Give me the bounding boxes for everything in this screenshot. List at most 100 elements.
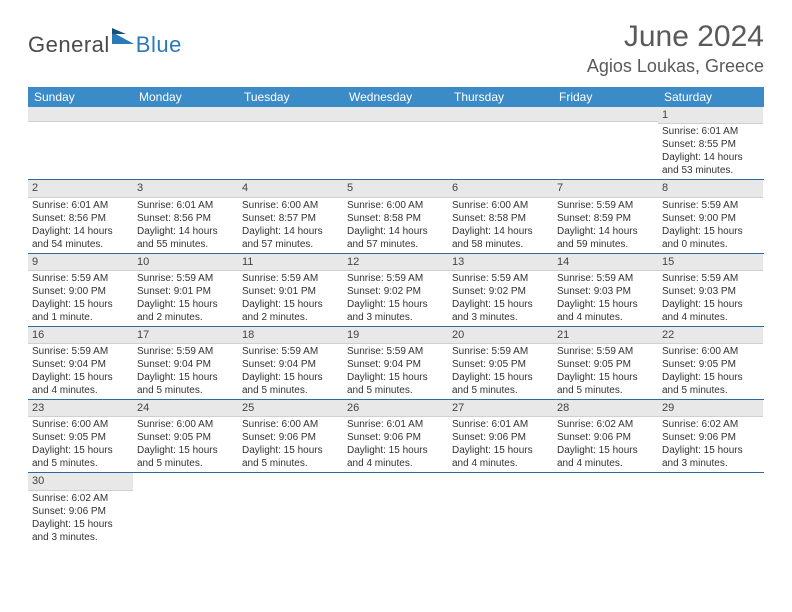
sunset-text: Sunset: 9:05 PM — [557, 358, 654, 371]
day-content: Sunrise: 5:59 AMSunset: 8:59 PMDaylight:… — [553, 198, 658, 253]
daylight-text: Daylight: 15 hours and 4 minutes. — [557, 444, 654, 470]
day-number: 11 — [238, 254, 343, 271]
daylight-text: Daylight: 15 hours and 3 minutes. — [347, 298, 444, 324]
day-content: Sunrise: 5:59 AMSunset: 9:01 PMDaylight:… — [238, 271, 343, 326]
sunset-text: Sunset: 8:56 PM — [137, 212, 234, 225]
daylight-text: Daylight: 15 hours and 4 minutes. — [347, 444, 444, 470]
location: Agios Loukas, Greece — [587, 56, 764, 77]
week-row: 9Sunrise: 5:59 AMSunset: 9:00 PMDaylight… — [28, 254, 764, 327]
weekday-header: Saturday — [658, 87, 763, 107]
daylight-text: Daylight: 14 hours and 58 minutes. — [452, 225, 549, 251]
sunrise-text: Sunrise: 6:00 AM — [242, 418, 339, 431]
day-cell — [553, 473, 658, 545]
day-content: Sunrise: 5:59 AMSunset: 9:01 PMDaylight:… — [133, 271, 238, 326]
day-cell — [238, 473, 343, 545]
day-content: Sunrise: 6:02 AMSunset: 9:06 PMDaylight:… — [658, 417, 763, 472]
logo-text-blue: Blue — [136, 32, 182, 58]
daylight-text: Daylight: 15 hours and 5 minutes. — [242, 371, 339, 397]
day-content: Sunrise: 6:00 AMSunset: 9:05 PMDaylight:… — [658, 344, 763, 399]
day-number: 25 — [238, 400, 343, 417]
empty-day — [133, 107, 238, 122]
day-cell: 30Sunrise: 6:02 AMSunset: 9:06 PMDayligh… — [28, 473, 133, 545]
sunrise-text: Sunrise: 6:00 AM — [137, 418, 234, 431]
day-cell: 29Sunrise: 6:02 AMSunset: 9:06 PMDayligh… — [658, 400, 763, 472]
day-content: Sunrise: 6:01 AMSunset: 8:56 PMDaylight:… — [133, 198, 238, 253]
sunset-text: Sunset: 9:06 PM — [557, 431, 654, 444]
day-number: 20 — [448, 327, 553, 344]
daylight-text: Daylight: 14 hours and 54 minutes. — [32, 225, 129, 251]
daylight-text: Daylight: 15 hours and 3 minutes. — [452, 298, 549, 324]
sunset-text: Sunset: 9:06 PM — [662, 431, 759, 444]
sunrise-text: Sunrise: 5:59 AM — [347, 345, 444, 358]
sunset-text: Sunset: 8:56 PM — [32, 212, 129, 225]
sunrise-text: Sunrise: 5:59 AM — [242, 272, 339, 285]
daylight-text: Daylight: 15 hours and 4 minutes. — [32, 371, 129, 397]
day-content: Sunrise: 6:01 AMSunset: 9:06 PMDaylight:… — [343, 417, 448, 472]
day-number: 13 — [448, 254, 553, 271]
day-cell — [553, 107, 658, 179]
day-cell: 21Sunrise: 5:59 AMSunset: 9:05 PMDayligh… — [553, 327, 658, 399]
sunset-text: Sunset: 9:00 PM — [32, 285, 129, 298]
daylight-text: Daylight: 14 hours and 57 minutes. — [242, 225, 339, 251]
sunrise-text: Sunrise: 5:59 AM — [242, 345, 339, 358]
day-cell: 27Sunrise: 6:01 AMSunset: 9:06 PMDayligh… — [448, 400, 553, 472]
sunset-text: Sunset: 9:06 PM — [242, 431, 339, 444]
sunset-text: Sunset: 9:06 PM — [452, 431, 549, 444]
daylight-text: Daylight: 14 hours and 53 minutes. — [662, 151, 759, 177]
sunrise-text: Sunrise: 6:00 AM — [242, 199, 339, 212]
sunrise-text: Sunrise: 6:02 AM — [32, 492, 129, 505]
day-cell: 25Sunrise: 6:00 AMSunset: 9:06 PMDayligh… — [238, 400, 343, 472]
day-cell: 24Sunrise: 6:00 AMSunset: 9:05 PMDayligh… — [133, 400, 238, 472]
weekday-header-row: Sunday Monday Tuesday Wednesday Thursday… — [28, 87, 764, 107]
daylight-text: Daylight: 15 hours and 5 minutes. — [347, 371, 444, 397]
day-content: Sunrise: 6:00 AMSunset: 8:58 PMDaylight:… — [343, 198, 448, 253]
daylight-text: Daylight: 14 hours and 59 minutes. — [557, 225, 654, 251]
day-number: 14 — [553, 254, 658, 271]
empty-day — [343, 107, 448, 122]
day-content: Sunrise: 6:01 AMSunset: 8:56 PMDaylight:… — [28, 198, 133, 253]
sunset-text: Sunset: 9:03 PM — [557, 285, 654, 298]
day-cell — [238, 107, 343, 179]
sunrise-text: Sunrise: 5:59 AM — [32, 345, 129, 358]
sunrise-text: Sunrise: 6:00 AM — [347, 199, 444, 212]
sunrise-text: Sunrise: 5:59 AM — [557, 345, 654, 358]
day-cell: 7Sunrise: 5:59 AMSunset: 8:59 PMDaylight… — [553, 180, 658, 252]
sunset-text: Sunset: 9:05 PM — [452, 358, 549, 371]
day-number: 5 — [343, 180, 448, 197]
sunrise-text: Sunrise: 5:59 AM — [452, 272, 549, 285]
day-number: 27 — [448, 400, 553, 417]
day-content: Sunrise: 5:59 AMSunset: 9:04 PMDaylight:… — [133, 344, 238, 399]
day-cell: 20Sunrise: 5:59 AMSunset: 9:05 PMDayligh… — [448, 327, 553, 399]
daylight-text: Daylight: 15 hours and 4 minutes. — [452, 444, 549, 470]
day-content: Sunrise: 6:00 AMSunset: 9:05 PMDaylight:… — [28, 417, 133, 472]
day-number: 23 — [28, 400, 133, 417]
day-number: 18 — [238, 327, 343, 344]
daylight-text: Daylight: 15 hours and 3 minutes. — [662, 444, 759, 470]
day-number: 10 — [133, 254, 238, 271]
day-number: 12 — [343, 254, 448, 271]
sunset-text: Sunset: 9:06 PM — [32, 505, 129, 518]
sunset-text: Sunset: 8:59 PM — [557, 212, 654, 225]
daylight-text: Daylight: 15 hours and 5 minutes. — [662, 371, 759, 397]
sunset-text: Sunset: 9:05 PM — [32, 431, 129, 444]
daylight-text: Daylight: 15 hours and 5 minutes. — [137, 371, 234, 397]
daylight-text: Daylight: 15 hours and 5 minutes. — [137, 444, 234, 470]
day-cell: 22Sunrise: 6:00 AMSunset: 9:05 PMDayligh… — [658, 327, 763, 399]
day-cell — [133, 107, 238, 179]
day-content: Sunrise: 6:02 AMSunset: 9:06 PMDaylight:… — [553, 417, 658, 472]
day-content: Sunrise: 5:59 AMSunset: 9:02 PMDaylight:… — [448, 271, 553, 326]
day-number: 7 — [553, 180, 658, 197]
sunrise-text: Sunrise: 6:00 AM — [452, 199, 549, 212]
day-content: Sunrise: 6:00 AMSunset: 8:57 PMDaylight:… — [238, 198, 343, 253]
sunrise-text: Sunrise: 6:01 AM — [137, 199, 234, 212]
day-cell: 4Sunrise: 6:00 AMSunset: 8:57 PMDaylight… — [238, 180, 343, 252]
day-content: Sunrise: 6:01 AMSunset: 8:55 PMDaylight:… — [658, 124, 763, 179]
sunset-text: Sunset: 9:04 PM — [32, 358, 129, 371]
day-cell: 15Sunrise: 5:59 AMSunset: 9:03 PMDayligh… — [658, 254, 763, 326]
sunrise-text: Sunrise: 5:59 AM — [32, 272, 129, 285]
day-number: 16 — [28, 327, 133, 344]
day-content: Sunrise: 6:02 AMSunset: 9:06 PMDaylight:… — [28, 491, 133, 546]
sunset-text: Sunset: 9:04 PM — [347, 358, 444, 371]
sunrise-text: Sunrise: 5:59 AM — [347, 272, 444, 285]
sunrise-text: Sunrise: 6:02 AM — [557, 418, 654, 431]
